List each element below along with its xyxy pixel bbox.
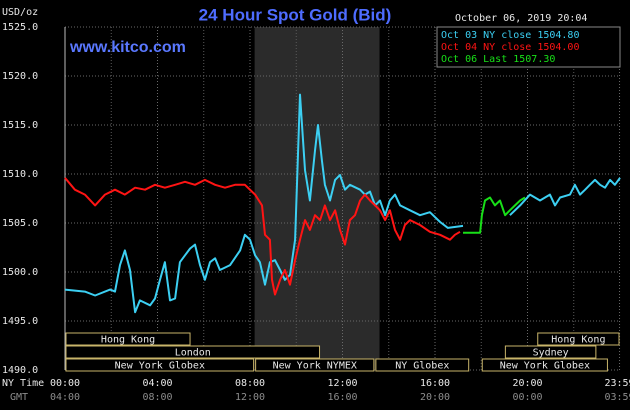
x2-tick-label: 12:00 — [235, 392, 265, 403]
y-tick-label: 1495.0 — [2, 316, 38, 327]
x-axis-label: NY Time — [2, 378, 44, 389]
session-label: New York NYMEX — [273, 361, 357, 372]
legend-entry: Oct 06 Last 1507.30 — [441, 54, 555, 65]
price-line — [64, 93, 621, 314]
session-box — [537, 332, 620, 346]
y-tick-label: 1525.0 — [2, 22, 38, 33]
x2-tick-label: 08:00 — [142, 392, 172, 403]
y-tick-label: 1520.0 — [2, 71, 38, 82]
legend-entry: Oct 04 NY close 1504.00 — [441, 42, 579, 53]
price-line — [64, 177, 461, 296]
x-tick-label: 00:00 — [50, 378, 80, 389]
x2-tick-label: 03:59 — [604, 392, 630, 403]
session-label: London — [175, 348, 211, 359]
highlight-band — [254, 27, 380, 370]
y-tick-label: 1490.0 — [2, 365, 38, 376]
session-box — [65, 358, 255, 372]
session-box — [504, 345, 597, 359]
y-tick-label: 1505.0 — [2, 218, 38, 229]
session-label: Hong Kong — [101, 335, 155, 346]
x2-axis-label: GMT — [10, 392, 28, 403]
x-tick-label: 23:59 — [604, 378, 630, 389]
x2-tick-label: 04:00 — [50, 392, 80, 403]
session-box — [65, 345, 321, 359]
y-tick-label: 1515.0 — [2, 120, 38, 131]
y-tick-label: 1510.0 — [2, 169, 38, 180]
x2-tick-label: 00:00 — [512, 392, 542, 403]
x2-tick-label: 20:00 — [420, 392, 450, 403]
legend-entry: Oct 03 NY close 1504.80 — [441, 30, 579, 41]
session-box — [255, 358, 375, 372]
session-label: New York Globex — [115, 361, 205, 372]
x-tick-label: 12:00 — [327, 378, 357, 389]
legend-box — [436, 26, 621, 68]
session-label: Hong Kong — [551, 335, 605, 346]
x-tick-label: 20:00 — [512, 378, 542, 389]
session-box — [65, 332, 191, 346]
price-line — [463, 196, 526, 234]
session-label: New York Globex — [500, 361, 590, 372]
x-tick-label: 04:00 — [142, 378, 172, 389]
session-label: NY Globex — [395, 361, 449, 372]
x2-tick-label: 16:00 — [327, 392, 357, 403]
date: October 06, 2019 20:04 — [455, 13, 587, 24]
x-tick-label: 08:00 — [235, 378, 265, 389]
session-box — [375, 358, 470, 372]
session-label: Sydney — [533, 348, 569, 359]
x-tick-label: 16:00 — [420, 378, 450, 389]
site-label: www.kitco.com — [69, 39, 186, 56]
session-box — [481, 358, 608, 372]
y-tick-label: 1500.0 — [2, 267, 38, 278]
y-axis-label: USD/oz — [2, 7, 38, 18]
chart-title: 24 Hour Spot Gold (Bid) — [199, 5, 392, 24]
